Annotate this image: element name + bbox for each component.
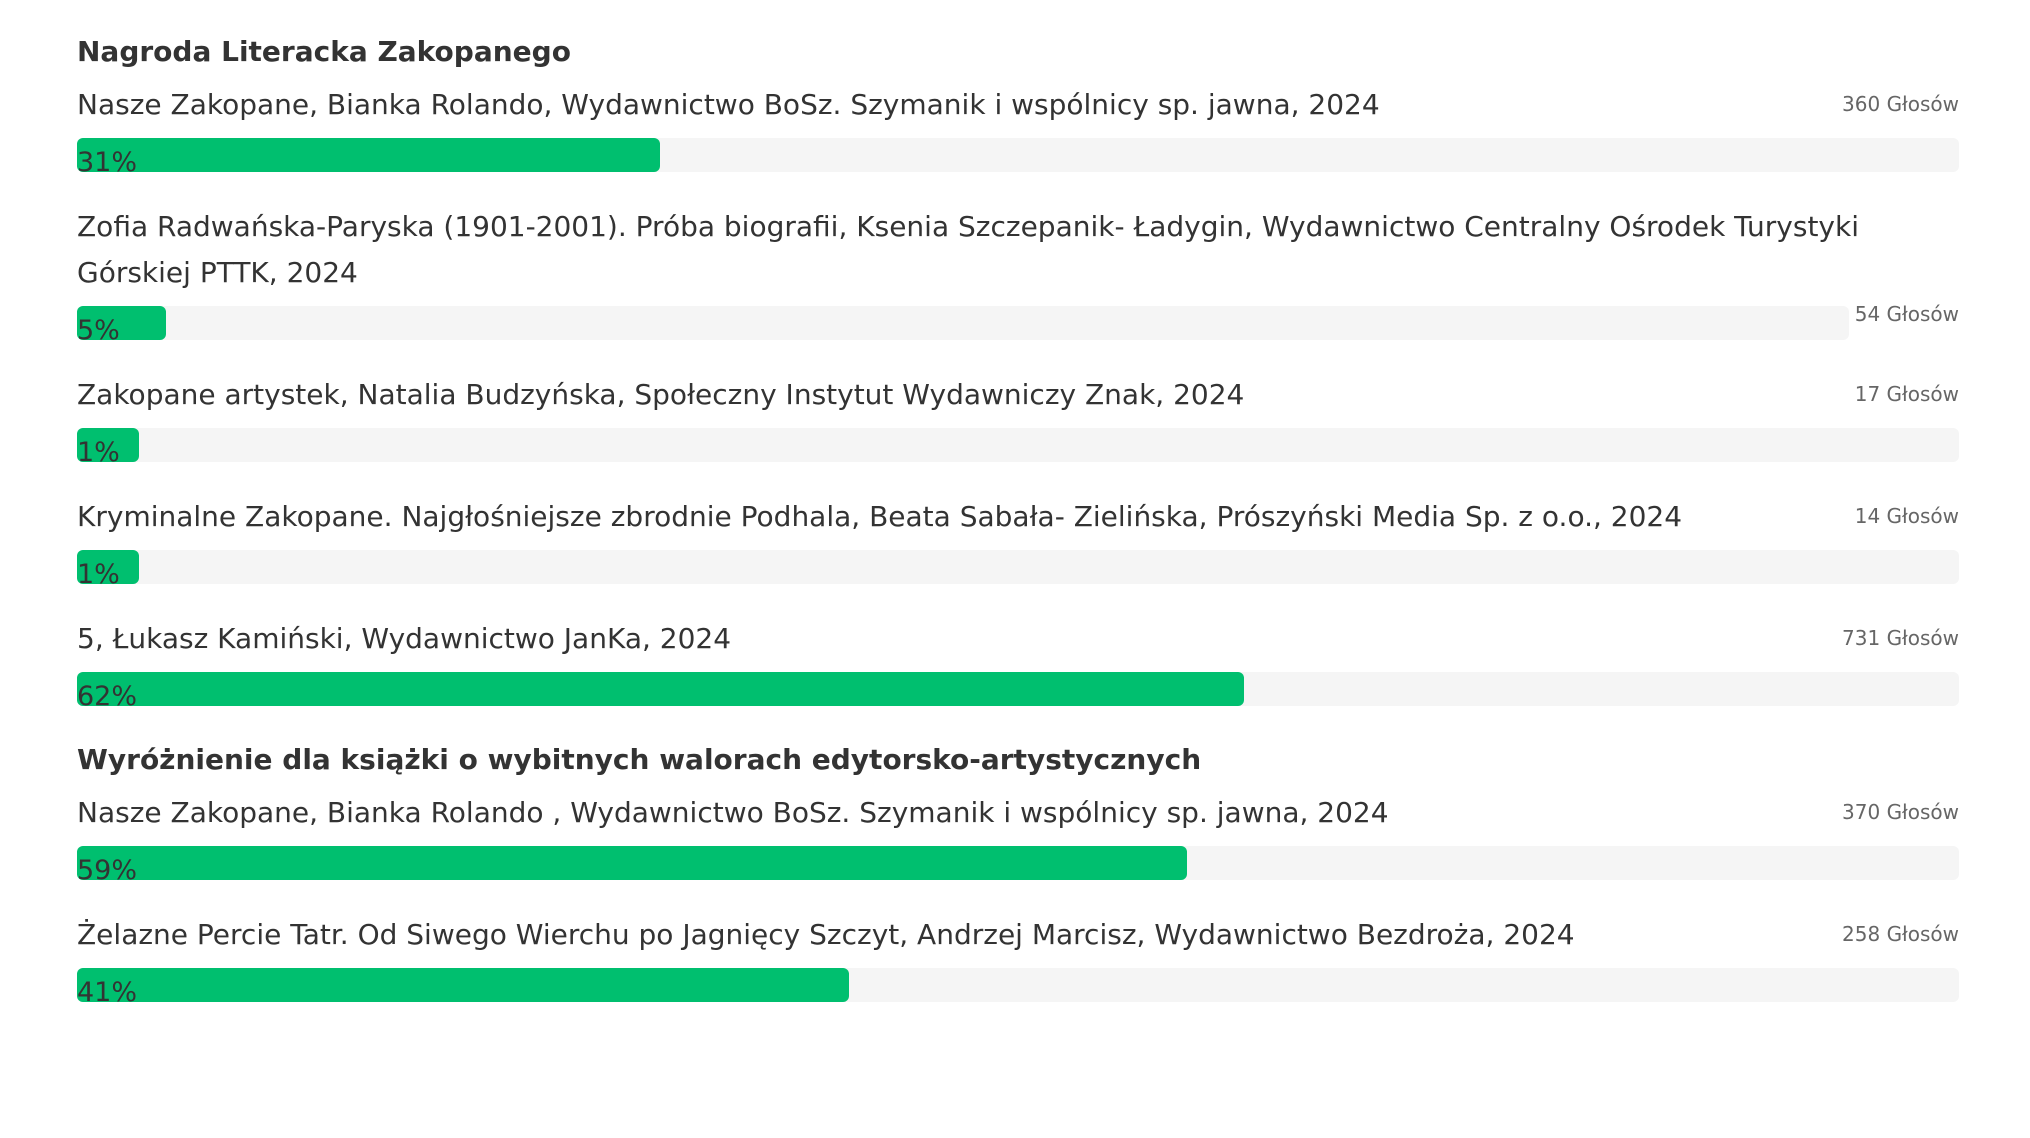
progress-bar-track: 59%	[77, 846, 1959, 886]
progress-bar-fill	[77, 428, 139, 462]
progress-bar-fill	[77, 306, 166, 340]
poll-item-label: Nasze Zakopane, Bianka Rolando, Wydawnic…	[77, 88, 1380, 121]
vote-count: 731 Głosów	[1842, 626, 1959, 650]
progress-bar-track: 1%	[77, 550, 1959, 590]
poll-item: Zakopane artystek, Natalia Budzyńska, Sp…	[77, 372, 1959, 468]
poll-item: Nasze Zakopane, Bianka Rolando, Wydawnic…	[77, 82, 1959, 178]
poll-item-label: 5, Łukasz Kamiński, Wydawnictwo JanKa, 2…	[77, 622, 732, 655]
poll-results: Nagroda Literacka Zakopanego Nasze Zakop…	[77, 30, 1959, 1034]
poll-section-nagroda: Nagroda Literacka Zakopanego Nasze Zakop…	[77, 30, 1959, 712]
progress-bar-track: 1%	[77, 428, 1959, 468]
vote-count: 360 Głosów	[1842, 92, 1959, 116]
percent-label: 1%	[77, 437, 120, 468]
percent-label: 59%	[77, 855, 138, 886]
poll-item: Kryminalne Zakopane. Najgłośniejsze zbro…	[77, 494, 1959, 590]
percent-label: 41%	[77, 977, 138, 1008]
poll-item-label: Zofia Radwańska-Paryska (1901-2001). Pró…	[77, 210, 1859, 289]
progress-bar-track: 5%	[77, 306, 1849, 346]
progress-bar-fill	[77, 968, 849, 1002]
poll-item: Żelazne Percie Tatr. Od Siwego Wierchu p…	[77, 912, 1959, 1008]
progress-bar-fill	[77, 672, 1244, 706]
vote-count: 370 Głosów	[1842, 800, 1959, 824]
progress-bar-fill	[77, 846, 1188, 880]
percent-label: 62%	[77, 681, 138, 712]
percent-label: 31%	[77, 147, 138, 178]
progress-bar-track: 31%	[77, 138, 1959, 178]
poll-item: Zofia Radwańska-Paryska (1901-2001). Pró…	[77, 204, 1959, 346]
poll-item-label: Zakopane artystek, Natalia Budzyńska, Sp…	[77, 378, 1245, 411]
section-title: Nagroda Literacka Zakopanego	[77, 35, 571, 68]
poll-item-label: Nasze Zakopane, Bianka Rolando , Wydawni…	[77, 796, 1389, 829]
vote-count: 17 Głosów	[1854, 382, 1959, 406]
vote-count: 258 Głosów	[1842, 922, 1959, 946]
progress-bar-fill	[77, 550, 139, 584]
vote-count: 14 Głosów	[1854, 504, 1959, 528]
poll-item-label: Żelazne Percie Tatr. Od Siwego Wierchu p…	[77, 918, 1575, 951]
poll-section-wyroznienie: Wyróżnienie dla książki o wybitnych walo…	[77, 738, 1959, 1008]
poll-item: Nasze Zakopane, Bianka Rolando , Wydawni…	[77, 790, 1959, 886]
poll-item: 5, Łukasz Kamiński, Wydawnictwo JanKa, 2…	[77, 616, 1959, 712]
progress-bar-fill	[77, 138, 661, 172]
vote-count: 54 Głosów	[1854, 302, 1959, 326]
section-title: Wyróżnienie dla książki o wybitnych walo…	[77, 743, 1202, 776]
percent-label: 1%	[77, 559, 120, 590]
progress-bar-track: 62%	[77, 672, 1959, 712]
poll-item-label: Kryminalne Zakopane. Najgłośniejsze zbro…	[77, 500, 1683, 533]
progress-bar-track: 41%	[77, 968, 1959, 1008]
percent-label: 5%	[77, 315, 120, 346]
